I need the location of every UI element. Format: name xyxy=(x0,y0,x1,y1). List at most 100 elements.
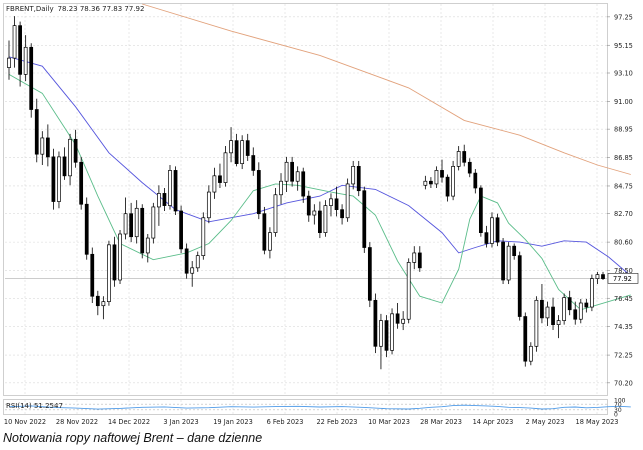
candle-body xyxy=(578,302,583,320)
candle-body xyxy=(584,302,589,308)
candle-body xyxy=(373,299,378,347)
candle-body xyxy=(62,156,67,177)
candle-body xyxy=(134,207,139,238)
candle-body xyxy=(490,217,494,244)
candle-body xyxy=(162,193,167,206)
candle-body xyxy=(417,252,422,269)
candle-body xyxy=(173,170,178,212)
candle-body xyxy=(145,237,150,254)
candle-body xyxy=(445,176,450,197)
rsi-line xyxy=(8,404,631,410)
candle-body xyxy=(462,151,467,163)
candle-body xyxy=(590,278,594,308)
candle-body xyxy=(384,320,389,351)
price-tick-label: 76.45 xyxy=(614,295,633,303)
candle-body xyxy=(206,191,211,219)
candle-body xyxy=(184,248,189,274)
rsi-tick-label: 0 xyxy=(614,411,618,418)
candle-body xyxy=(318,210,322,233)
candle-body xyxy=(345,183,350,219)
candle-body xyxy=(57,156,61,202)
candle-body xyxy=(234,140,239,164)
candle-body xyxy=(423,180,428,186)
candle-body xyxy=(517,255,522,317)
price-tick-label: 72.25 xyxy=(614,352,633,360)
time-axis: 10 Nov 2022 28 Nov 2022 14 Dec 2022 3 Jan 2… xyxy=(4,418,619,426)
candle-body xyxy=(151,206,156,239)
candle-body xyxy=(90,253,95,297)
candle-body xyxy=(473,172,478,189)
candle-body xyxy=(168,170,172,206)
price-tick-label: 97.25 xyxy=(614,13,633,21)
candle-body xyxy=(51,156,56,202)
candle-body xyxy=(434,170,439,185)
candle-body xyxy=(323,205,328,233)
candle-body xyxy=(512,245,517,256)
candle-body xyxy=(351,166,356,185)
candle-body xyxy=(240,140,245,164)
candle-body xyxy=(195,255,200,269)
ma-slow-line xyxy=(142,3,631,175)
candle-body xyxy=(390,313,394,351)
candle-body xyxy=(545,306,550,319)
candle-body xyxy=(256,170,261,215)
candle-body xyxy=(395,313,400,324)
candle-body xyxy=(45,137,50,158)
candle-body xyxy=(212,175,217,193)
candle-body xyxy=(284,161,289,182)
rsi-tick-label: 70 xyxy=(614,402,622,409)
candle-body xyxy=(79,161,84,205)
candle-body xyxy=(218,175,222,183)
candle-body xyxy=(12,25,17,59)
candle-body xyxy=(268,232,272,251)
candle-body xyxy=(95,295,100,307)
price-tick-label: 86.85 xyxy=(614,154,633,162)
candle-body xyxy=(73,138,78,163)
candle-body xyxy=(467,161,472,174)
rsi-tick-label: 30 xyxy=(614,407,622,414)
time-tick-label: 3 Jan 2023 xyxy=(163,418,198,426)
candle-body xyxy=(429,180,433,185)
time-tick-label: 14 Dec 2022 xyxy=(108,418,150,426)
candle-body xyxy=(101,301,106,307)
candle-body xyxy=(107,244,111,302)
candle-body xyxy=(562,297,567,321)
candle-body xyxy=(140,207,145,254)
candle-body xyxy=(528,345,533,362)
candle-body xyxy=(595,274,600,279)
candle-body xyxy=(251,155,256,171)
price-tick-label: 95.15 xyxy=(614,42,633,50)
price-tick-label: 88.95 xyxy=(614,126,633,134)
candle-body xyxy=(567,297,572,311)
candle-body xyxy=(7,57,11,68)
candle-body xyxy=(484,232,489,244)
candle-body xyxy=(556,320,561,325)
candle-body xyxy=(23,46,28,75)
price-axis: 97.25 95.15 93.10 91.00 88.95 86.85 84.75 82.70… xyxy=(607,13,639,387)
time-tick-label: 28 Nov 2022 xyxy=(56,418,98,426)
candle-body xyxy=(367,247,372,301)
price-chart[interactable]: 97.25 95.15 93.10 91.00 88.95 86.85 84.75 82.70… xyxy=(0,0,643,430)
candle-body xyxy=(401,318,406,324)
candle-body xyxy=(84,203,89,255)
candle-body xyxy=(412,252,417,263)
rsi-tick-label: 100 xyxy=(614,397,626,404)
time-tick-label: 6 Feb 2023 xyxy=(267,418,304,426)
price-tick-label: 82.70 xyxy=(614,210,633,218)
candle-body xyxy=(451,166,455,197)
price-tick-label: 91.00 xyxy=(614,98,633,106)
candle-body xyxy=(179,210,183,250)
time-tick-label: 19 Jan 2023 xyxy=(213,418,253,426)
candle-body xyxy=(506,245,511,281)
price-tick-label: 84.75 xyxy=(614,182,633,190)
grid-lines xyxy=(5,4,607,414)
candle-body xyxy=(495,217,500,243)
current-price-box xyxy=(607,273,639,284)
price-tick-label: 74.35 xyxy=(614,323,633,331)
candle-body xyxy=(334,198,339,210)
candle-body xyxy=(551,306,555,325)
candle-body xyxy=(201,217,206,256)
candle-body xyxy=(601,274,605,279)
candle-body xyxy=(301,171,306,197)
